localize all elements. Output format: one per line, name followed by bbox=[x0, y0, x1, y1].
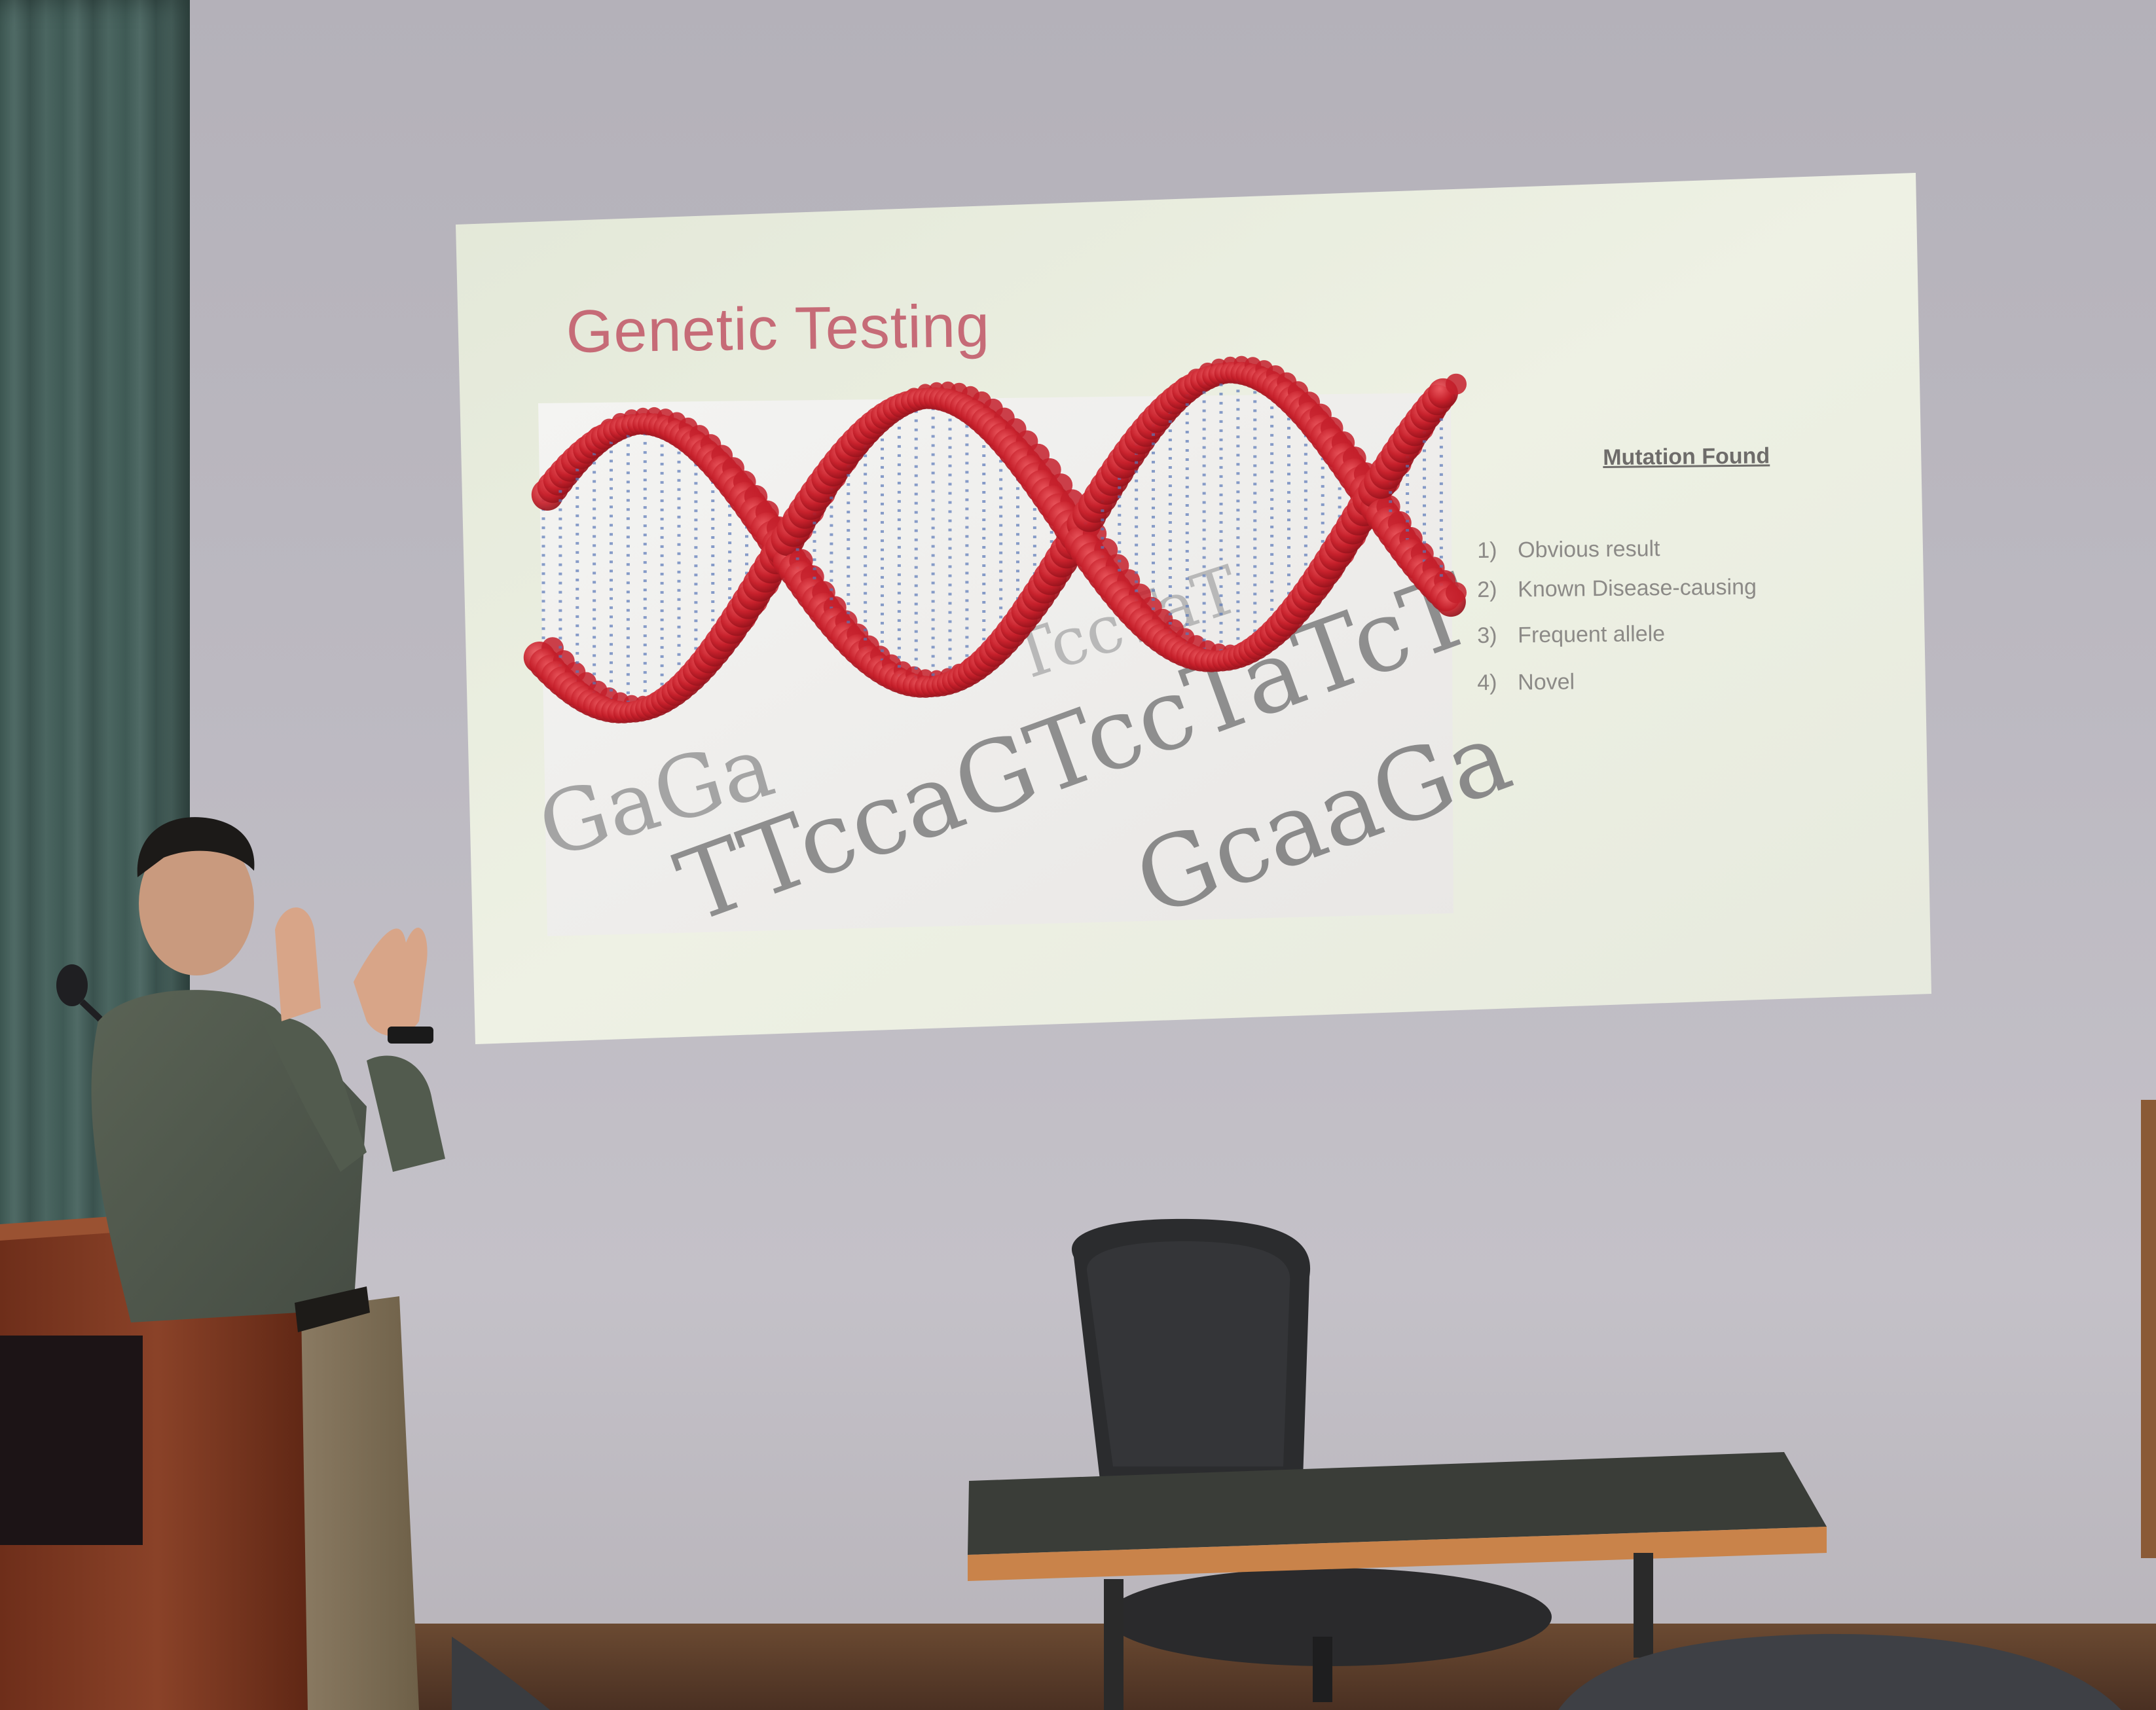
table bbox=[968, 1452, 1827, 1710]
door-frame bbox=[2141, 1100, 2156, 1558]
presenter bbox=[91, 817, 445, 1710]
helix-atom bbox=[1445, 582, 1467, 604]
dna-helix bbox=[523, 355, 1467, 723]
helix-atom bbox=[1445, 373, 1467, 395]
office-chair bbox=[1071, 1218, 1552, 1702]
